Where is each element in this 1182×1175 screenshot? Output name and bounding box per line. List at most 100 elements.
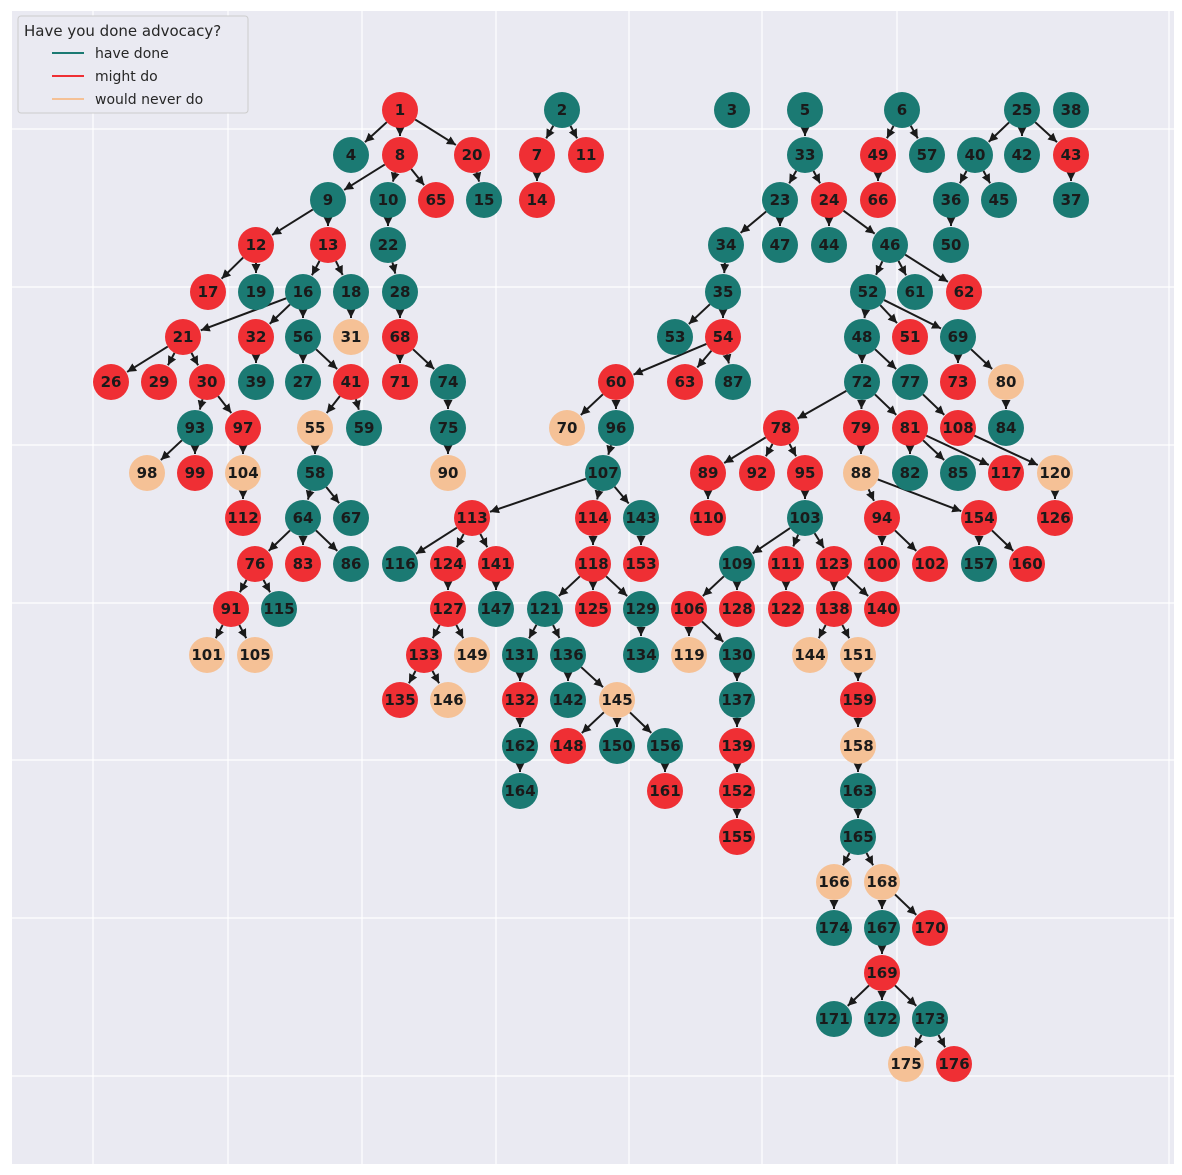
node-label: 142 [552,691,583,709]
node-label: 100 [866,555,897,573]
node-circle [189,637,225,673]
edge-64-76 [268,529,291,552]
node-75: 75 [430,410,466,446]
node-98: 98 [129,455,165,491]
node-circle [940,455,976,491]
node-label: 28 [390,283,411,301]
node-label: 86 [341,555,362,573]
edge-169-171 [847,984,870,1007]
node-114: 114 [575,500,611,536]
node-circle [225,455,261,491]
node-label: 129 [625,600,656,618]
node-label: 79 [851,419,872,437]
edge-2-11 [568,125,578,139]
node-label: 137 [721,691,752,709]
node-circle [382,682,418,718]
node-51: 51 [892,319,928,355]
edge-91-101 [214,624,224,639]
edge-8-10 [390,171,400,182]
node-9: 9 [310,182,346,218]
node-119: 119 [671,637,707,673]
edge-60-70 [580,393,604,416]
node-circle [892,364,928,400]
edge-20-15 [472,171,482,182]
edge-1-20 [414,118,457,146]
node-label: 91 [221,600,242,618]
node-circle [370,182,406,218]
node-93: 93 [177,410,213,446]
legend-title: Have you done advocacy? [24,22,221,40]
edge-107-114 [594,489,604,500]
edge-34-35 [720,262,730,274]
node-165: 165 [840,819,876,855]
node-label: 45 [989,191,1010,209]
edge-78-95 [787,443,797,457]
edge-69-80 [970,348,993,370]
edge-118-129 [605,575,628,597]
node-label: 102 [914,555,945,573]
node-140: 140 [864,591,900,627]
node-label: 47 [770,236,791,254]
node-110: 110 [690,500,726,536]
node-label: 133 [408,646,439,664]
node-circle [840,728,876,764]
node-label: 123 [818,555,849,573]
node-42: 42 [1004,137,1040,173]
node-circle [864,1001,900,1037]
node-77: 77 [892,364,928,400]
node-122: 122 [768,591,804,627]
node-label: 139 [721,737,752,755]
node-label: 75 [438,419,459,437]
node-circle [762,182,798,218]
node-label: 2 [557,101,567,119]
node-circle [623,546,659,582]
node-circle [225,500,261,536]
node-label: 54 [713,328,734,346]
node-circle [333,274,369,310]
node-162: 162 [502,728,538,764]
node-label: 163 [842,782,873,800]
node-label: 30 [197,373,218,391]
node-circle [599,682,635,718]
node-label: 127 [432,600,463,618]
node-label: 99 [185,464,206,482]
node-111: 111 [768,546,804,582]
node-circle [940,410,976,446]
node-circle [585,455,621,491]
node-label: 148 [552,737,583,755]
node-147: 147 [478,591,514,627]
node-125: 125 [575,591,611,627]
node-circle [297,455,333,491]
node-circle [714,92,750,128]
node-circle [502,728,538,764]
node-circle [454,137,490,173]
node-label: 110 [692,509,723,527]
node-circle [285,546,321,582]
node-circle [719,682,755,718]
node-circle [690,500,726,536]
node-label: 171 [818,1010,849,1028]
node-55: 55 [297,410,333,446]
node-circle [860,137,896,173]
node-circle [285,500,321,536]
node-152: 152 [719,773,755,809]
node-130: 130 [719,637,755,673]
node-84: 84 [988,410,1024,446]
node-49: 49 [860,137,896,173]
node-label: 80 [996,373,1017,391]
node-circle [285,319,321,355]
node-label: 107 [587,464,618,482]
edge-127-133 [431,624,441,639]
node-label: 40 [965,146,986,164]
node-47: 47 [762,227,798,263]
node-circle [478,546,514,582]
node-circle [843,455,879,491]
node-73: 73 [940,364,976,400]
node-89: 89 [690,455,726,491]
node-circle [550,682,586,718]
node-circle [213,591,249,627]
edge-106-130 [701,620,724,643]
node-44: 44 [811,227,847,263]
node-94: 94 [864,500,900,536]
node-label: 15 [474,191,495,209]
